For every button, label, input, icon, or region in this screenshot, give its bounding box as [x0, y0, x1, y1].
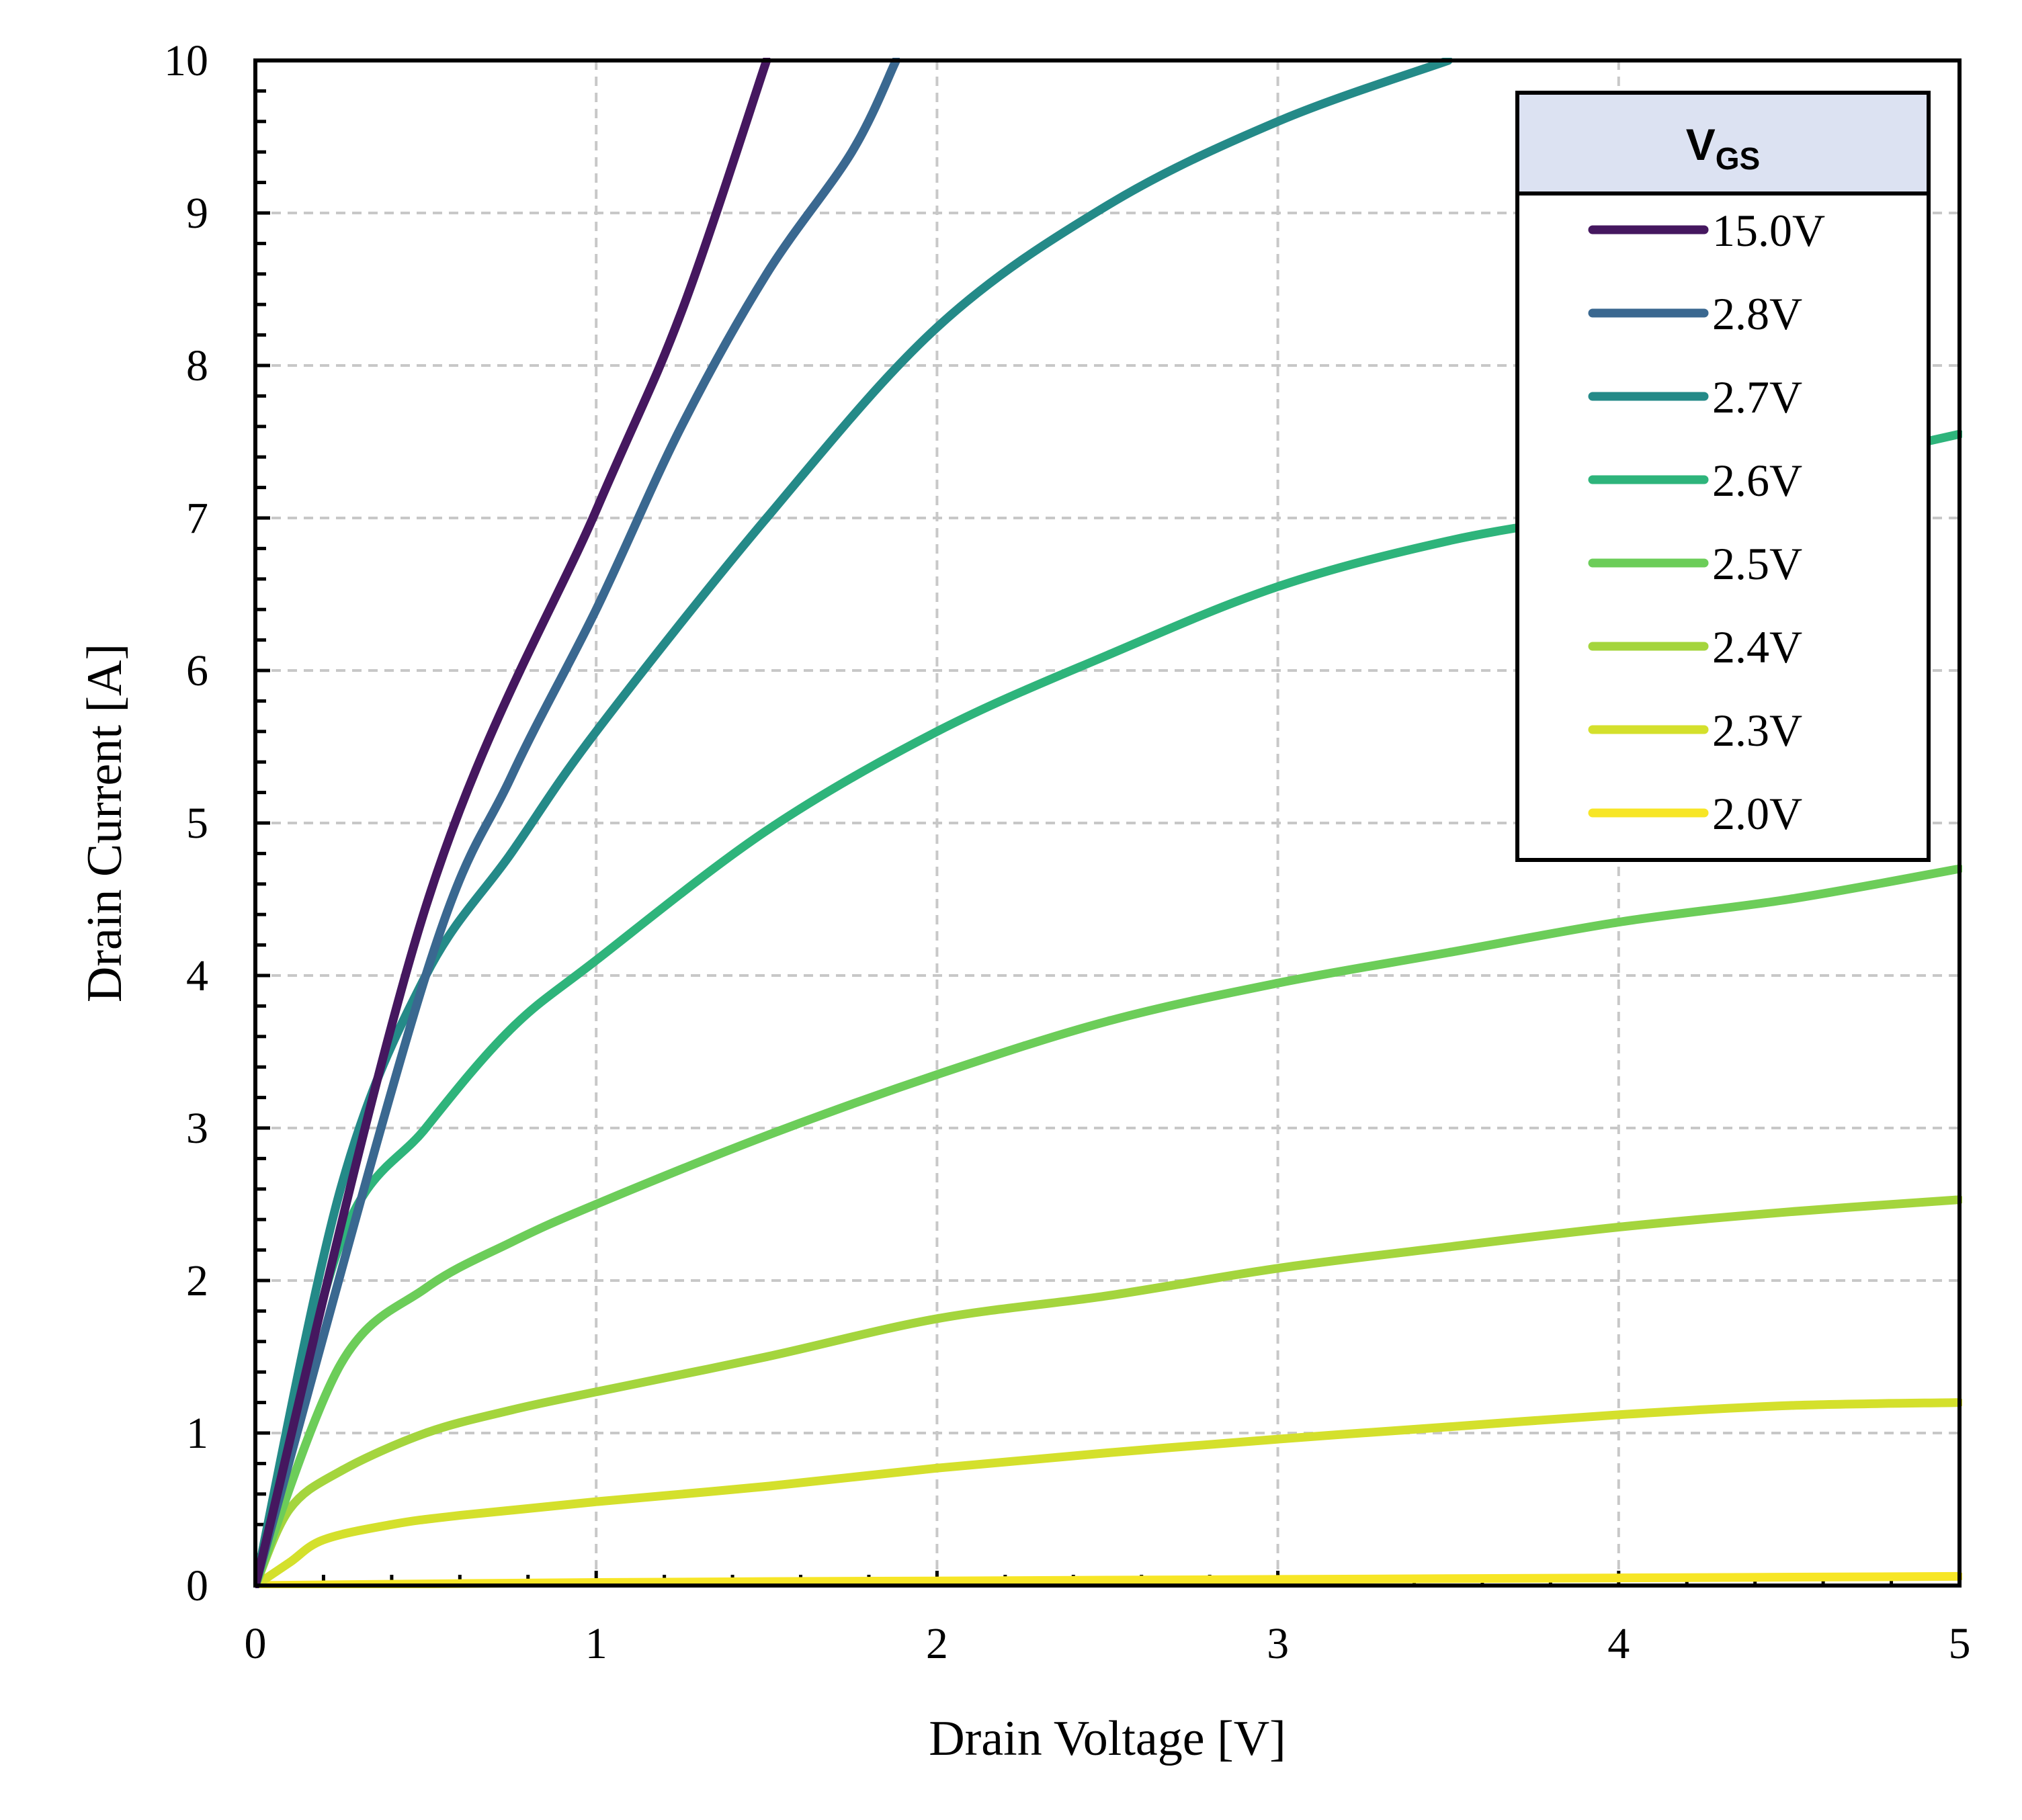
- legend-item: 2.3V: [1588, 705, 1802, 756]
- legend-item: 2.0V: [1588, 788, 1802, 839]
- legend-items: 15.0V 2.8V 2.7V 2.6V 2.5V 2.4V 2.3V 2.0V: [1588, 205, 1825, 839]
- x-tick-label: 5: [1949, 1619, 1971, 1668]
- tick-labels: 0 1 2 3 4 5 0 1 2 3 4 5 6 7 8 9 10: [164, 36, 1971, 1668]
- legend-body: [1515, 191, 1931, 862]
- legend-label: 15.0V: [1712, 205, 1825, 256]
- y-tick-label: 5: [186, 799, 208, 848]
- series-line-2-0v: [255, 1571, 1962, 1588]
- legend-title: VGS: [1686, 120, 1761, 176]
- y-tick-label: 2: [186, 1256, 208, 1305]
- y-tick-label: 0: [186, 1561, 208, 1610]
- legend-label: 2.7V: [1712, 372, 1802, 423]
- series-line-2-4v: [255, 1195, 1962, 1588]
- legend-item: 2.6V: [1588, 455, 1802, 506]
- y-tick-label: 1: [186, 1409, 208, 1458]
- legend-item: 2.7V: [1588, 372, 1802, 423]
- series-line-2-5v: [255, 864, 1962, 1588]
- y-tick-label: 4: [186, 951, 208, 1000]
- series-line-15-0v: [255, 58, 771, 1588]
- legend-label: 2.6V: [1712, 455, 1802, 506]
- y-tick-label: 10: [164, 36, 208, 85]
- legend: VGS 15.0V 2.8V 2.7V 2.6V 2.5V 2.4V 2.3V 2.0V: [1515, 91, 1931, 862]
- legend-item: 15.0V: [1588, 205, 1825, 256]
- legend-item: 2.5V: [1588, 538, 1802, 589]
- series-lines: [255, 58, 1962, 1588]
- y-tick-label: 8: [186, 341, 208, 390]
- legend-item: 2.4V: [1588, 621, 1802, 673]
- legend-label: 2.4V: [1712, 621, 1802, 673]
- legend-label: 2.5V: [1712, 538, 1802, 589]
- y-tick-label: 9: [186, 189, 208, 238]
- y-tick-label: 7: [186, 494, 208, 543]
- y-tick-label: 6: [186, 646, 208, 695]
- x-tick-label: 1: [585, 1619, 607, 1668]
- y-tick-label: 3: [186, 1104, 208, 1153]
- x-tick-label: 2: [926, 1619, 948, 1668]
- series-line-2-7v: [255, 58, 1453, 1588]
- y-axis-title: Drain Current [A]: [77, 644, 132, 1002]
- x-tick-label: 0: [245, 1619, 267, 1668]
- legend-label: 2.3V: [1712, 705, 1802, 756]
- x-tick-label: 4: [1607, 1619, 1630, 1668]
- legend-title-main: V: [1686, 120, 1716, 169]
- legend-title-subscript: GS: [1716, 141, 1760, 176]
- x-axis-title: Drain Voltage [V]: [929, 1711, 1286, 1766]
- legend-item: 2.8V: [1588, 288, 1802, 339]
- series-line-2-3v: [255, 1398, 1962, 1588]
- x-tick-label: 3: [1267, 1619, 1289, 1668]
- series-line-2-8v: [255, 58, 900, 1588]
- legend-label: 2.0V: [1712, 788, 1802, 839]
- legend-label: 2.8V: [1712, 288, 1802, 339]
- plot-frame: [253, 58, 1962, 1588]
